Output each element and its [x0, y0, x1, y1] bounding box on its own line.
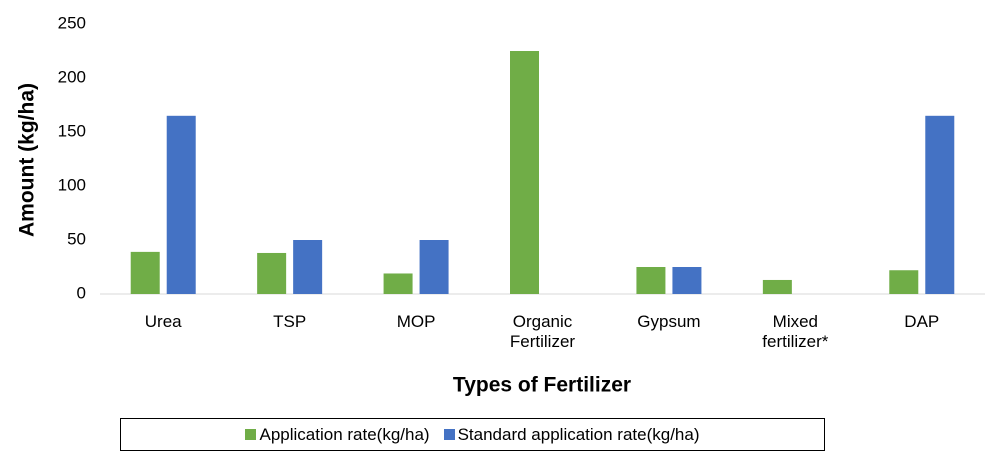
legend: Application rate(kg/ha) Standard applicat…	[120, 418, 825, 451]
y-tick-label: 100	[58, 175, 86, 194]
legend-label: Standard application rate(kg/ha)	[457, 424, 700, 444]
legend-swatch	[443, 429, 455, 440]
y-tick-label: 250	[58, 13, 86, 32]
legend-item: Application rate(kg/ha)	[245, 424, 430, 445]
x-tick-label: DAP	[904, 312, 940, 331]
bar	[419, 240, 449, 294]
y-axis-title: Amount (kg/ha)	[16, 83, 39, 237]
bar	[257, 252, 287, 294]
x-tick-label: Urea	[144, 312, 182, 331]
bar	[672, 267, 702, 294]
x-tick-label: TSP	[273, 312, 307, 331]
bar	[130, 251, 160, 294]
legend-item: Standard application rate(kg/ha)	[443, 424, 700, 445]
x-tick-label: Mixed fertilizer*	[762, 312, 829, 351]
x-axis-title: Types of Fertilizer	[453, 374, 631, 397]
bar	[925, 115, 955, 294]
bar	[889, 270, 919, 294]
y-tick-label: 50	[67, 229, 86, 248]
bar	[762, 279, 792, 294]
legend-label: Application rate(kg/ha)	[259, 424, 430, 444]
x-tick-label: MOP	[396, 312, 436, 331]
bar	[383, 273, 413, 294]
bar	[166, 115, 196, 294]
bar	[510, 51, 539, 294]
y-tick-label: 200	[58, 67, 86, 86]
y-tick-label: 150	[58, 121, 86, 140]
legend-swatch	[245, 429, 257, 440]
x-tick-label: Gypsum	[637, 312, 701, 331]
x-tick-label: Organic Fertilizer	[509, 312, 576, 351]
y-tick-label: 0	[77, 283, 86, 302]
bar	[636, 267, 666, 294]
bar	[293, 240, 323, 294]
